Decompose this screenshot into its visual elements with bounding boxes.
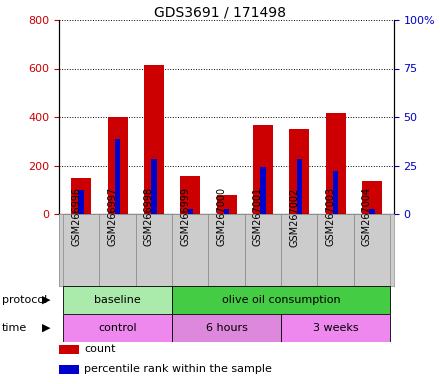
Text: GSM267002: GSM267002 bbox=[289, 187, 299, 247]
Bar bbox=[71, 178, 91, 214]
Bar bbox=[172, 286, 390, 314]
Text: 3 weeks: 3 weeks bbox=[313, 323, 359, 333]
Text: GSM267004: GSM267004 bbox=[362, 187, 372, 247]
Bar bbox=[59, 344, 80, 354]
Bar bbox=[144, 65, 164, 214]
Text: GSM266999: GSM266999 bbox=[180, 187, 190, 247]
Bar bbox=[281, 214, 318, 286]
Text: GDS3691 / 171498: GDS3691 / 171498 bbox=[154, 6, 286, 20]
Bar bbox=[362, 181, 382, 214]
Text: ▶: ▶ bbox=[42, 295, 51, 305]
Bar bbox=[172, 314, 281, 342]
Bar bbox=[151, 159, 157, 214]
Text: ▶: ▶ bbox=[42, 323, 51, 333]
Text: time: time bbox=[2, 323, 27, 333]
Bar bbox=[260, 167, 266, 214]
Text: 6 hours: 6 hours bbox=[205, 323, 248, 333]
Text: percentile rank within the sample: percentile rank within the sample bbox=[84, 364, 272, 374]
Text: GSM267003: GSM267003 bbox=[326, 187, 336, 247]
Bar bbox=[290, 129, 309, 214]
Bar bbox=[245, 214, 281, 286]
Bar bbox=[369, 209, 375, 214]
Bar bbox=[209, 214, 245, 286]
Bar bbox=[180, 176, 200, 214]
Text: GSM267001: GSM267001 bbox=[253, 187, 263, 247]
Bar bbox=[187, 209, 193, 214]
Text: count: count bbox=[84, 344, 116, 354]
Bar bbox=[99, 214, 136, 286]
Bar bbox=[59, 365, 80, 374]
Bar bbox=[136, 214, 172, 286]
Bar bbox=[63, 286, 172, 314]
Bar bbox=[253, 126, 273, 214]
Text: GSM267000: GSM267000 bbox=[216, 187, 227, 247]
Bar bbox=[326, 113, 346, 214]
Text: GSM266996: GSM266996 bbox=[71, 187, 81, 247]
Bar bbox=[318, 214, 354, 286]
Bar bbox=[115, 139, 120, 214]
Bar bbox=[297, 159, 302, 214]
Bar bbox=[172, 214, 209, 286]
Bar bbox=[216, 195, 237, 214]
Bar bbox=[354, 214, 390, 286]
Text: olive oil consumption: olive oil consumption bbox=[222, 295, 341, 305]
Bar bbox=[107, 117, 128, 214]
Text: baseline: baseline bbox=[94, 295, 141, 305]
Bar bbox=[333, 171, 338, 214]
Bar bbox=[63, 214, 99, 286]
Text: protocol: protocol bbox=[2, 295, 48, 305]
Bar bbox=[63, 314, 172, 342]
Bar bbox=[281, 314, 390, 342]
Bar bbox=[224, 209, 229, 214]
Text: control: control bbox=[98, 323, 137, 333]
Text: GSM266998: GSM266998 bbox=[144, 187, 154, 247]
Text: GSM266997: GSM266997 bbox=[107, 187, 117, 247]
Bar bbox=[78, 190, 84, 214]
